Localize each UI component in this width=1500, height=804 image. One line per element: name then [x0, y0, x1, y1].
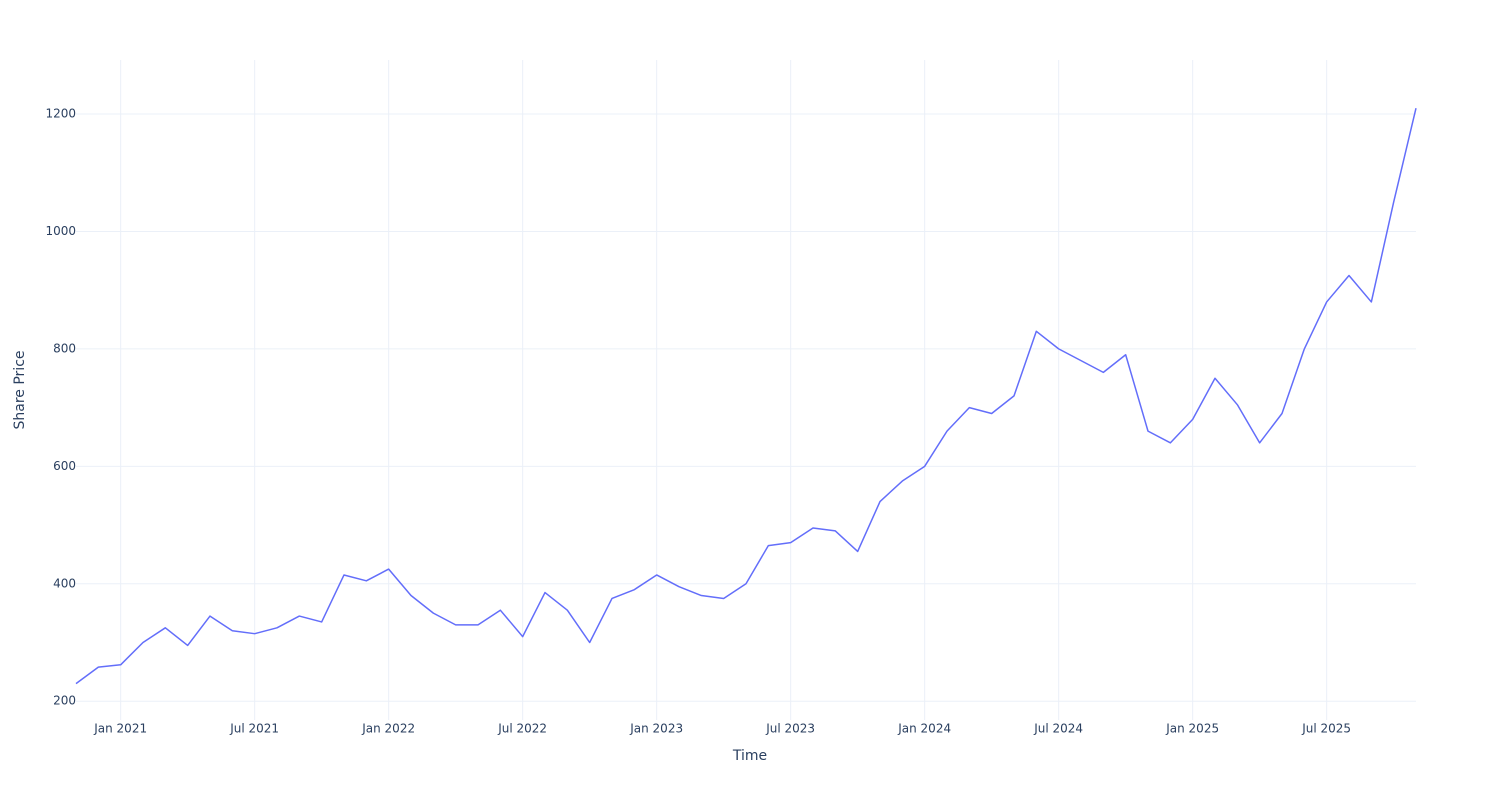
y-tick-label: 200 [53, 694, 76, 708]
x-axis-title: Time [732, 748, 767, 764]
x-tick-label: Jan 2024 [897, 722, 951, 736]
price-line [75, 107, 1417, 685]
y-tick-label: 1000 [45, 224, 76, 238]
x-tick-label: Jan 2022 [361, 722, 415, 736]
y-tick-label: 800 [53, 341, 76, 355]
x-tick-label: Jan 2021 [93, 722, 147, 736]
y-axis-title: Share Price [12, 350, 28, 429]
x-tick-label: Jul 2022 [497, 722, 547, 736]
x-tick-label: Jul 2025 [1301, 722, 1351, 736]
x-tick-label: Jan 2023 [629, 722, 683, 736]
y-tick-label: 1200 [45, 107, 76, 121]
y-tick-label: 600 [53, 459, 76, 473]
x-tick-label: Jul 2023 [765, 722, 815, 736]
x-tick-label: Jul 2021 [229, 722, 279, 736]
x-tick-label: Jul 2024 [1033, 722, 1083, 736]
x-tick-label: Jan 2025 [1165, 722, 1219, 736]
y-tick-label: 400 [53, 576, 76, 590]
